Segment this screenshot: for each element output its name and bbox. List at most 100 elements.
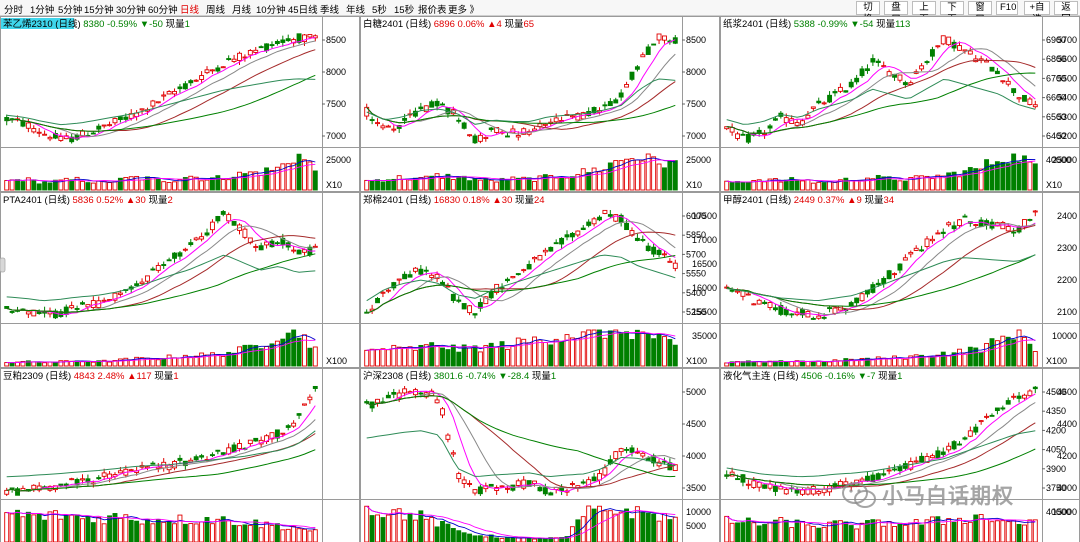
candle	[919, 452, 925, 463]
volume-average-line	[726, 160, 1036, 183]
volume-bar	[494, 181, 500, 191]
volume-bar	[651, 156, 657, 191]
chart-panel-2[interactable]: 纸浆2401 (日线) 5388 -0.99% ▼-54 现量113 6900 68…	[720, 16, 1080, 192]
chart-panel-5[interactable]: 甲醇2401 (日线) 2449 0.37% ▲9 现量34 2400 2300 22…	[720, 192, 1080, 368]
candle	[859, 65, 865, 78]
volume-bar	[729, 522, 735, 542]
chart-panel-8[interactable]: 液化气主连 (日线) 4506 -0.16% ▼-7 现量1 4500 4350 42…	[720, 368, 1080, 542]
volume-bar	[532, 336, 537, 367]
percent-change: 0.37%	[818, 195, 848, 206]
volume-bar	[247, 171, 253, 191]
volume-bar	[559, 340, 565, 367]
long-average-line	[726, 254, 1036, 302]
volume-bar	[226, 179, 232, 191]
secondary-price-tick: 5400	[1057, 93, 1077, 103]
period-2[interactable]: 5分钟	[58, 5, 83, 16]
period-0[interactable]: 分时	[4, 5, 24, 16]
candle	[188, 239, 194, 247]
candle	[662, 35, 667, 44]
volume-bar	[128, 519, 134, 542]
volume-bar	[510, 537, 516, 542]
candle	[375, 398, 380, 407]
volume-bar	[85, 515, 91, 542]
volume-bar	[280, 338, 286, 367]
volume-bar	[940, 351, 946, 367]
volume-bar	[989, 338, 995, 367]
volume-bar	[20, 516, 26, 542]
price-tick: 8500	[686, 35, 706, 45]
volume-bar	[548, 175, 554, 191]
period-6[interactable]: 日线	[180, 5, 200, 16]
chart-panel-6[interactable]: 豆粕2309 (日线) 4843 2.48% ▲117 现量1	[0, 368, 360, 542]
volume-bar	[935, 354, 941, 367]
secondary-price-tick: 5500	[1057, 73, 1077, 83]
candle	[908, 250, 914, 258]
volume-bar	[215, 354, 221, 367]
volume-bar	[810, 182, 816, 191]
period-14[interactable]: 15秒	[394, 5, 415, 16]
volume-bar	[613, 513, 619, 542]
candle	[9, 310, 15, 314]
period-12[interactable]: 年线	[346, 5, 366, 16]
candle	[477, 132, 483, 144]
toolbar-button-2[interactable]: 上页	[912, 1, 936, 25]
toolbar-button-3[interactable]: 下页	[940, 1, 964, 25]
period-3[interactable]: 15分钟	[84, 5, 114, 16]
secondary-volume-tick: 10000	[1052, 331, 1077, 341]
volume-bar	[31, 179, 37, 191]
chart-panel-0[interactable]: 苯乙烯2310 (日线) 8380 -0.59% ▼-50 现量1 8500 800…	[0, 16, 360, 192]
toolbar-button-0[interactable]: 切换	[856, 1, 880, 25]
left-scroll-handle[interactable]	[0, 257, 6, 273]
toolbar-button-4[interactable]: 窗口	[968, 1, 992, 25]
volume-bar	[139, 523, 145, 542]
volume-bar	[369, 515, 375, 542]
candle	[607, 98, 613, 107]
period-5[interactable]: 60分钟	[148, 5, 178, 16]
volume-bar	[483, 345, 489, 367]
volume-bar	[128, 176, 134, 191]
period-4[interactable]: 30分钟	[116, 5, 146, 16]
volume-bar	[881, 525, 887, 542]
volume-bar	[586, 329, 592, 367]
period-1[interactable]: 1分钟	[30, 5, 55, 16]
volume-bar	[139, 357, 145, 367]
price-tick: 4350	[1046, 406, 1066, 416]
moving-average-line	[366, 215, 676, 314]
candle	[553, 113, 559, 124]
volume-bar	[145, 519, 150, 542]
volume-bar	[978, 351, 984, 367]
candle	[380, 290, 386, 298]
secondary-price-tick: 4000	[1057, 483, 1077, 493]
candle	[892, 464, 897, 472]
period-9[interactable]: 10分钟	[256, 5, 286, 16]
period-13[interactable]: 5秒	[372, 5, 387, 16]
volume-bar	[645, 512, 651, 542]
chart-panel-4[interactable]: 郑棉2401 (日线) 16830 0.18% ▲30 现量24 6000 5850…	[360, 192, 720, 368]
period-7[interactable]: 周线	[206, 5, 226, 16]
candle	[258, 242, 264, 251]
current-volume: 24	[534, 195, 545, 206]
candle	[215, 65, 221, 73]
chart-panel-3[interactable]: PTA2401 (日线) 5836 0.52% ▲30 现量2 X100	[0, 192, 360, 368]
chart-panel-1[interactable]: 白糖2401 (日线) 6896 0.06% ▲4 现量65 8500 8000 75…	[360, 16, 720, 192]
toolbar-button-6[interactable]: +自选	[1024, 1, 1050, 25]
period-11[interactable]: 季线	[320, 5, 340, 16]
percent-change: 0.52%	[96, 195, 126, 206]
candle	[957, 218, 962, 229]
candle	[618, 447, 624, 456]
period-15[interactable]: 报价表	[418, 5, 447, 16]
toolbar-button-7[interactable]: 返回	[1054, 1, 1078, 25]
chart-panel-7[interactable]: 沪深2308 (日线) 3801.6 -0.74% ▼-28.4 现量1 5000…	[360, 368, 720, 542]
long-average-line	[726, 430, 1036, 478]
candle	[285, 424, 291, 431]
period-10[interactable]: 45日线	[288, 5, 318, 16]
toolbar-button-1[interactable]: 盘口	[884, 1, 908, 25]
period-8[interactable]: 月线	[232, 5, 252, 16]
toolbar-button-5[interactable]: F10	[996, 1, 1018, 15]
candle	[80, 300, 85, 305]
volume-bar	[402, 346, 408, 367]
price-tick: 6800	[1046, 54, 1066, 64]
candle	[505, 277, 510, 283]
period-16[interactable]: 更多 》	[448, 5, 480, 16]
volume-bar	[597, 171, 602, 191]
